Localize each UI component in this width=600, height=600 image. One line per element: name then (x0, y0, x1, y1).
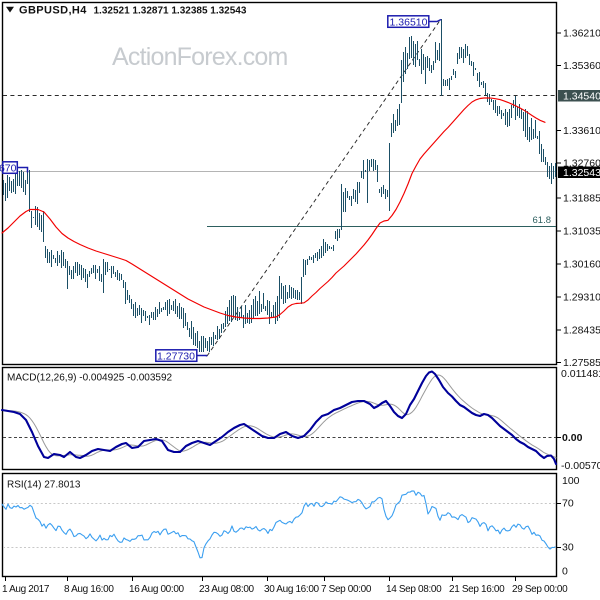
svg-text:1.27585: 1.27585 (563, 357, 600, 369)
svg-text:1.32521 1.32871 1.32385 1.3254: 1.32521 1.32871 1.32385 1.32543 (94, 6, 247, 17)
svg-text:61.8: 61.8 (533, 215, 552, 226)
svg-text:1.31885: 1.31885 (563, 193, 600, 205)
svg-text:8 Aug 16:00: 8 Aug 16:00 (64, 584, 114, 595)
svg-text:1.27730: 1.27730 (157, 351, 195, 363)
svg-text:14 Sep 08:00: 14 Sep 08:00 (386, 584, 442, 595)
svg-text:16 Aug 00:00: 16 Aug 00:00 (129, 584, 185, 595)
svg-text:30 Aug 16:00: 30 Aug 16:00 (264, 584, 320, 595)
svg-text:1.36210: 1.36210 (563, 28, 600, 40)
svg-text:1.35360: 1.35360 (563, 60, 600, 72)
svg-text:MACD(12,26,9) -0.004925 -0.003: MACD(12,26,9) -0.004925 -0.003592 (7, 373, 173, 384)
svg-text:1.32543: 1.32543 (563, 167, 600, 179)
svg-text:1.29310: 1.29310 (563, 292, 600, 304)
svg-text:1 Aug 2017: 1 Aug 2017 (2, 584, 50, 595)
svg-text:7 Sep 00:00: 7 Sep 00:00 (321, 584, 372, 595)
svg-text:670: 670 (0, 162, 17, 174)
svg-text:RSI(14) 27.8013: RSI(14) 27.8013 (7, 480, 81, 491)
svg-text:1.34540: 1.34540 (563, 91, 600, 103)
svg-text:29 Sep 00:00: 29 Sep 00:00 (512, 584, 568, 595)
svg-text:-0.005706: -0.005706 (561, 460, 600, 472)
svg-text:1.28435: 1.28435 (563, 325, 600, 337)
svg-text:0.011481: 0.011481 (561, 368, 600, 380)
svg-text:0.00: 0.00 (562, 432, 583, 444)
svg-text:23 Aug 08:00: 23 Aug 08:00 (199, 584, 255, 595)
svg-text:21 Sep 16:00: 21 Sep 16:00 (449, 584, 505, 595)
svg-text:100: 100 (562, 475, 580, 487)
svg-text:1.33610: 1.33610 (563, 125, 600, 137)
svg-text:0: 0 (562, 566, 568, 578)
svg-text:1.31035: 1.31035 (563, 226, 600, 238)
svg-text:70: 70 (562, 498, 574, 510)
svg-text:1.30160: 1.30160 (563, 259, 600, 271)
svg-text:ActionForex.com: ActionForex.com (112, 43, 288, 71)
svg-text:GBPUSD,H4: GBPUSD,H4 (19, 5, 87, 17)
svg-text:1.36510: 1.36510 (390, 17, 428, 29)
svg-text:30: 30 (562, 542, 574, 554)
